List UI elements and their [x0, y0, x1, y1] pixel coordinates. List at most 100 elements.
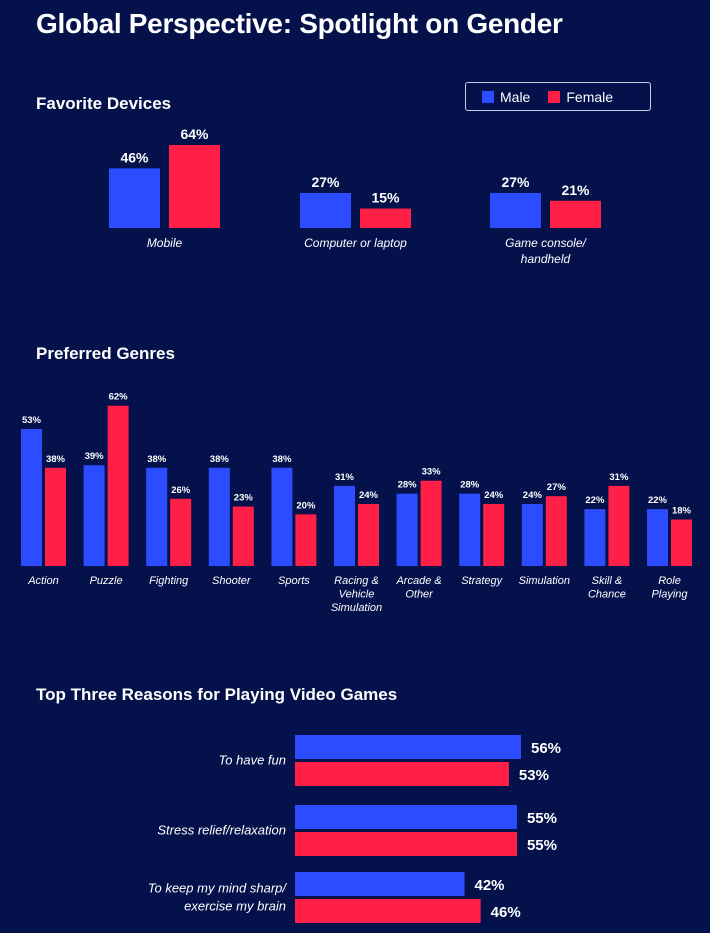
- bar-racing-vehicle-simulation-female: [358, 503, 379, 566]
- data-label-to-have-fun-male: 56%: [531, 740, 561, 757]
- category-label-puzzle: Puzzle: [90, 575, 123, 587]
- data-label-action-male: 53%: [22, 415, 42, 426]
- data-label-to-keep-my-mind-sharp-exercise-my-brain-female: 46%: [491, 904, 521, 921]
- bar-shooter-female: [232, 506, 254, 566]
- bar-mobile-female: [169, 145, 220, 228]
- category-label-fighting: Fighting: [149, 575, 189, 587]
- bar-simulation-female: [545, 496, 567, 566]
- bar-strategy-female: [483, 503, 505, 566]
- bar-computer-or-laptop-male: [300, 192, 351, 228]
- legend-item-male: Male: [482, 89, 530, 105]
- legend-label-male: Male: [500, 88, 531, 105]
- data-label-role-playing-male: 22%: [648, 495, 668, 506]
- bar-skill-chance-female: [608, 485, 630, 566]
- bar-to-keep-my-mind-sharp-exercise-my-brain-female: [295, 899, 481, 923]
- data-label-fighting-male: 38%: [147, 454, 167, 465]
- category-label-shooter: Shooter: [212, 575, 252, 587]
- bar-stress-relief-relaxation-female: [295, 832, 517, 856]
- category-label-arcade-other: Other: [405, 589, 434, 601]
- category-label-computer-or-laptop: Computer or laptop: [304, 236, 407, 250]
- category-label-stress-relief-relaxation: Stress relief/relaxation: [157, 823, 286, 838]
- bar-action-female: [45, 467, 66, 566]
- data-label-action-female: 38%: [46, 454, 66, 465]
- category-label-to-have-fun: To have fun: [219, 753, 286, 768]
- bar-role-playing-male: [647, 509, 668, 566]
- data-label-to-have-fun-female: 53%: [519, 767, 549, 784]
- legend: Male Female: [465, 82, 651, 111]
- data-label-role-playing-female: 18%: [672, 505, 692, 516]
- data-label-simulation-male: 24%: [523, 490, 543, 501]
- bar-action-male: [21, 429, 42, 566]
- legend-item-female: Female: [548, 89, 613, 105]
- bar-sports-female: [295, 514, 317, 566]
- devices-chart: 46% 64% Mobile 27% 15% Computer or laptop 27% 2…: [109, 126, 601, 266]
- bar-fighting-female: [170, 498, 192, 566]
- bar-arcade-other-male: [396, 493, 418, 566]
- category-label-to-keep-my-mind-sharp-exercise-my-brain: exercise my brain: [184, 899, 286, 914]
- category-label-arcade-other: Arcade &: [395, 575, 441, 587]
- bar-sports-male: [271, 467, 293, 566]
- category-label-game-console-handheld: handheld: [521, 252, 571, 266]
- data-label-to-keep-my-mind-sharp-exercise-my-brain-male: 42%: [475, 877, 505, 894]
- category-label-racing-vehicle-simulation: Vehicle: [339, 589, 375, 601]
- data-label-shooter-female: 23%: [234, 493, 254, 504]
- data-label-skill-chance-female: 31%: [609, 472, 629, 483]
- data-label-skill-chance-male: 22%: [585, 495, 605, 506]
- category-label-to-keep-my-mind-sharp-exercise-my-brain: To keep my mind sharp/: [148, 881, 288, 896]
- data-label-arcade-other-male: 28%: [398, 480, 418, 491]
- category-label-racing-vehicle-simulation: Simulation: [331, 602, 382, 614]
- legend-label-female: Female: [566, 88, 614, 105]
- bar-arcade-other-female: [420, 480, 442, 566]
- bar-skill-chance-male: [584, 509, 606, 566]
- category-label-racing-vehicle-simulation: Racing &: [334, 575, 379, 587]
- data-label-arcade-other-female: 33%: [422, 467, 442, 478]
- data-label-game-console-handheld-female: 21%: [561, 182, 590, 198]
- bar-mobile-male: [109, 168, 160, 228]
- genres-chart: 53% 38% Action 39% 62% Puzzle 38% 26% Fighting 38…: [21, 392, 692, 614]
- reasons-section-title: Top Three Reasons for Playing Video Game…: [36, 685, 398, 704]
- category-label-sports: Sports: [278, 575, 310, 587]
- category-label-skill-chance: Chance: [588, 589, 626, 601]
- data-label-puzzle-female: 62%: [109, 392, 129, 403]
- category-label-mobile: Mobile: [147, 236, 183, 250]
- data-label-racing-vehicle-simulation-male: 31%: [335, 472, 355, 483]
- data-label-game-console-handheld-male: 27%: [501, 174, 530, 190]
- data-label-simulation-female: 27%: [547, 482, 567, 493]
- category-label-strategy: Strategy: [461, 575, 503, 587]
- devices-section-title: Favorite Devices: [36, 94, 172, 113]
- data-label-strategy-female: 24%: [484, 490, 504, 501]
- legend-swatch-male: [482, 90, 494, 103]
- legend-swatch-female: [548, 90, 561, 103]
- genres-section-title: Preferred Genres: [36, 344, 175, 363]
- data-label-strategy-male: 28%: [460, 480, 480, 491]
- data-label-sports-female: 20%: [296, 500, 316, 511]
- data-label-sports-male: 38%: [272, 454, 292, 465]
- bar-role-playing-female: [671, 519, 692, 566]
- data-label-shooter-male: 38%: [210, 454, 230, 465]
- data-label-stress-relief-relaxation-female: 55%: [527, 837, 557, 854]
- category-label-role-playing: Role: [658, 575, 681, 587]
- bar-puzzle-male: [83, 465, 105, 566]
- bar-computer-or-laptop-female: [360, 208, 411, 228]
- bar-strategy-male: [459, 493, 481, 566]
- bar-game-console-handheld-female: [550, 200, 601, 228]
- bar-game-console-handheld-male: [490, 192, 541, 228]
- bar-to-keep-my-mind-sharp-exercise-my-brain-male: [295, 872, 465, 896]
- data-label-stress-relief-relaxation-male: 55%: [527, 810, 557, 827]
- data-label-fighting-female: 26%: [171, 485, 191, 496]
- category-label-role-playing: Playing: [651, 589, 688, 601]
- bar-fighting-male: [146, 467, 168, 566]
- category-label-game-console-handheld: Game console/: [505, 236, 587, 250]
- bar-shooter-male: [208, 467, 230, 566]
- bar-racing-vehicle-simulation-male: [334, 485, 355, 566]
- bar-simulation-male: [521, 503, 543, 566]
- data-label-racing-vehicle-simulation-female: 24%: [359, 490, 379, 501]
- data-label-computer-or-laptop-male: 27%: [311, 174, 340, 190]
- bar-puzzle-female: [107, 405, 129, 566]
- bar-to-have-fun-male: [295, 735, 521, 759]
- data-label-puzzle-male: 39%: [85, 451, 105, 462]
- data-label-mobile-male: 46%: [120, 149, 149, 165]
- page-title: Global Perspective: Spotlight on Gender: [36, 8, 563, 39]
- bar-to-have-fun-female: [295, 762, 509, 786]
